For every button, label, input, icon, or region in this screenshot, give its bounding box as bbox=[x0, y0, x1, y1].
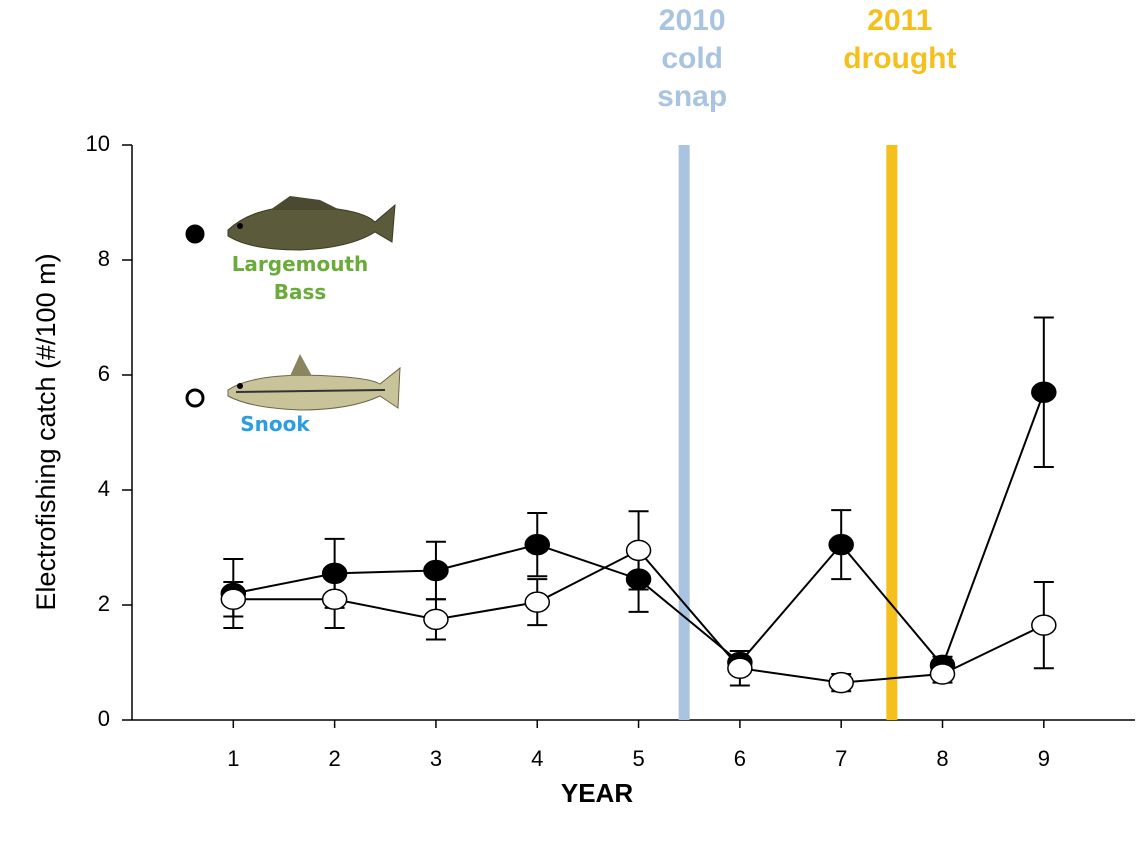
y-tick-label: 10 bbox=[86, 131, 110, 156]
data-point bbox=[1031, 381, 1057, 403]
x-tick-label: 7 bbox=[835, 746, 847, 771]
data-point bbox=[828, 533, 854, 556]
data-point bbox=[929, 663, 956, 685]
y-axis-label: Electrofishing catch (#/100 m) bbox=[31, 253, 61, 610]
legend-marker bbox=[185, 224, 205, 244]
data-point bbox=[1031, 614, 1057, 636]
y-tick-label: 8 bbox=[98, 246, 110, 271]
x-tick-label: 8 bbox=[936, 746, 948, 771]
legend-label: Snook bbox=[240, 412, 310, 436]
x-tick-label: 2 bbox=[329, 746, 341, 771]
event-label: 2011 bbox=[867, 4, 932, 37]
legend-label-box: Largemouth Bass bbox=[231, 252, 369, 304]
bass-icon bbox=[227, 196, 396, 251]
data-point bbox=[524, 591, 551, 613]
data-point bbox=[727, 657, 753, 679]
event-label: cold bbox=[661, 42, 723, 75]
data-point bbox=[423, 559, 449, 582]
x-tick-label: 3 bbox=[430, 746, 442, 771]
legend-label: Largemouth Bass bbox=[231, 252, 369, 304]
data-point bbox=[524, 533, 551, 556]
legend-marker bbox=[185, 388, 205, 408]
y-tick-label: 0 bbox=[98, 706, 110, 731]
x-axis-label: YEAR bbox=[561, 778, 633, 808]
x-tick-label: 4 bbox=[531, 746, 543, 771]
data-point bbox=[828, 671, 854, 694]
data-point bbox=[625, 539, 652, 562]
event-label: 2010 bbox=[659, 4, 726, 37]
legend-label-box: Snook bbox=[240, 412, 310, 436]
x-tick-label: 6 bbox=[734, 746, 746, 771]
y-tick-label: 6 bbox=[98, 361, 110, 386]
x-tick-label: 9 bbox=[1038, 746, 1050, 771]
y-tick-label: 4 bbox=[98, 476, 110, 501]
x-tick-label: 1 bbox=[227, 746, 239, 771]
data-point bbox=[220, 588, 247, 610]
event-label: snap bbox=[657, 80, 727, 113]
data-point bbox=[423, 608, 449, 631]
event-label: drought bbox=[843, 42, 956, 75]
y-tick-label: 2 bbox=[98, 591, 110, 616]
data-point bbox=[321, 588, 348, 610]
snook-icon bbox=[227, 354, 401, 411]
x-tick-label: 5 bbox=[632, 746, 644, 771]
